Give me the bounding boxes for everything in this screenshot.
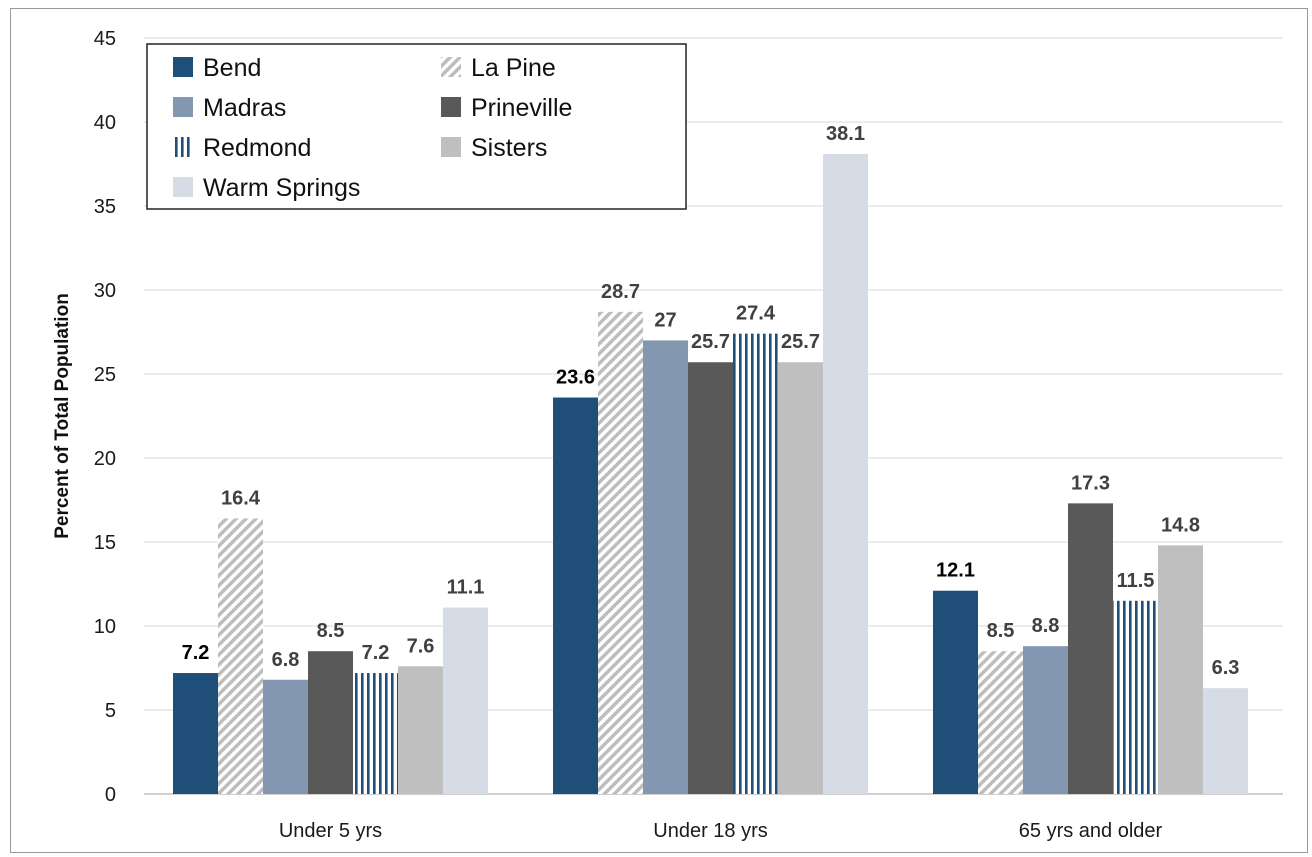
data-labels: 7.2 23.6 12.1 16.4 28.7 8.5 6.8 27 8.8 8.5 25.7 17.… [182, 123, 1240, 679]
bar-madras [1023, 646, 1068, 794]
data-label: 23.6 [556, 367, 595, 389]
legend-swatch [173, 57, 193, 77]
data-label: 28.7 [601, 281, 640, 303]
y-tick-label: 10 [94, 616, 116, 638]
bar-sisters [1158, 545, 1203, 794]
bar-la-pine [598, 311, 643, 794]
data-label: 6.3 [1212, 657, 1240, 679]
data-label: 27 [654, 309, 676, 331]
data-label: 17.3 [1071, 472, 1110, 494]
bar-madras [643, 340, 688, 794]
axes: Percent of Total Population 0 5 10 15 20 25 30… [52, 28, 1163, 842]
data-label: 7.2 [362, 642, 390, 664]
data-label: 16.4 [221, 487, 261, 509]
data-label: 8.5 [987, 620, 1015, 642]
y-tick-label: 20 [94, 448, 116, 470]
y-tick-label: 25 [94, 364, 116, 386]
legend-label: Sisters [471, 134, 547, 162]
y-tick-label: 5 [105, 700, 116, 722]
legend-label: Bend [203, 54, 261, 82]
data-label: 11.5 [1117, 570, 1155, 592]
legend-swatch [173, 97, 193, 117]
y-tick-label: 40 [94, 112, 116, 134]
data-label: 11.1 [447, 577, 485, 599]
data-label: 14.8 [1161, 514, 1200, 536]
y-tick-label: 0 [105, 784, 116, 806]
bar-prineville [688, 362, 733, 794]
bar-redmond [733, 333, 778, 794]
data-label: 38.1 [826, 123, 865, 145]
legend-swatch [173, 177, 193, 197]
bar-la-pine [218, 518, 263, 794]
bars [173, 153, 1248, 795]
data-label: 25.7 [691, 331, 730, 353]
bar-warm-springs [443, 607, 488, 794]
bar-prineville [308, 651, 353, 794]
bar-redmond [353, 673, 398, 794]
x-tick-label: 65 yrs and older [1019, 820, 1163, 842]
bar-warm-springs [823, 153, 868, 795]
legend-swatch [441, 57, 461, 77]
legend-label: Prineville [471, 94, 572, 122]
bar-sisters [398, 666, 443, 794]
data-label: 8.8 [1032, 615, 1060, 637]
legend-swatch [173, 137, 193, 157]
bar-sisters [778, 362, 823, 794]
y-axis-title: Percent of Total Population [52, 293, 73, 539]
legend-swatch [441, 137, 461, 157]
legend-label: Warm Springs [203, 174, 360, 202]
data-label: 7.6 [407, 635, 435, 657]
y-tick-label: 30 [94, 280, 116, 302]
bar-bend [933, 590, 978, 794]
data-label: 6.8 [272, 649, 300, 671]
bar-warm-springs [1203, 688, 1248, 794]
legend-label: La Pine [471, 54, 556, 82]
x-tick-label: Under 5 yrs [279, 820, 382, 842]
bar-bend [553, 397, 598, 794]
bar-prineville [1068, 503, 1113, 794]
legend-label: Redmond [203, 134, 311, 162]
legend-box [146, 43, 687, 210]
data-label: 25.7 [781, 331, 820, 353]
data-label: 27.4 [736, 303, 776, 325]
legend: Bend La Pine Madras Prineville Redmond Sister… [146, 43, 687, 210]
x-tick-label: Under 18 yrs [653, 820, 768, 842]
bar-la-pine [978, 651, 1023, 794]
data-label: 12.1 [936, 560, 975, 582]
bar-bend [173, 673, 218, 794]
chart-frame [10, 8, 1308, 853]
y-tick-label: 35 [94, 196, 116, 218]
legend-label: Madras [203, 94, 286, 122]
data-label: 7.2 [182, 642, 210, 664]
y-tick-label: 15 [94, 532, 116, 554]
y-tick-label: 45 [94, 28, 116, 50]
bar-redmond [1113, 600, 1158, 794]
legend-swatch [441, 97, 461, 117]
bar-madras [263, 679, 308, 794]
data-label: 8.5 [317, 620, 345, 642]
